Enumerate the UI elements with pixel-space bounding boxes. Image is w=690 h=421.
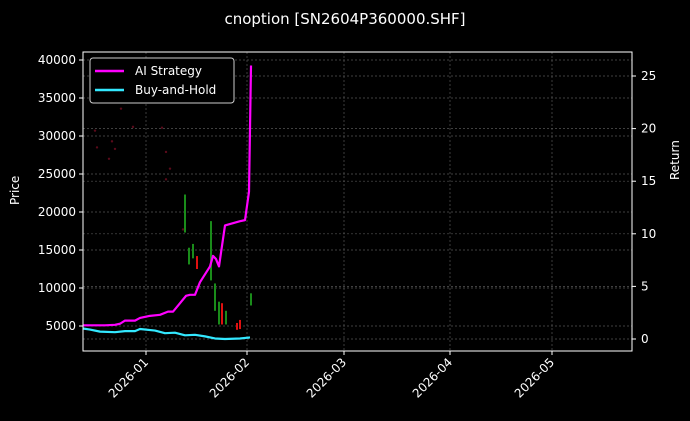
plot-frame (82, 51, 633, 352)
candle-bar (236, 322, 238, 330)
x-tick-label: 2026-03 (304, 355, 349, 400)
faint-marker (107, 157, 111, 160)
candle-bar (225, 310, 227, 325)
y-left-tick-label: 15000 (38, 243, 76, 257)
faint-marker (95, 146, 99, 149)
legend-box (89, 57, 235, 104)
y-axis-left-label: Price (8, 175, 22, 205)
legend: AI Strategy Buy-and-Hold (89, 57, 235, 104)
candle-bar (188, 247, 190, 265)
y-left-tick-label: 25000 (38, 167, 76, 181)
y-left-tick-label: 35000 (38, 91, 76, 105)
y-right-tick-label: 10 (641, 227, 656, 241)
candle-bar (221, 303, 223, 325)
candle-bar (210, 221, 212, 281)
grid-lines (83, 52, 632, 351)
legend-item-label: AI Strategy (135, 64, 202, 78)
x-tick-label: 2026-02 (207, 355, 252, 400)
chart-title: cnoption [SN2604P360000.SHF] (224, 10, 466, 28)
y-axis-right-label: Return (668, 140, 682, 180)
x-tick-label: 2026-04 (410, 355, 455, 400)
faint-marker (164, 178, 168, 181)
faint-marker (181, 228, 185, 231)
faint-marker (164, 150, 168, 154)
faint-marker (113, 147, 117, 151)
candle-bar (196, 256, 198, 269)
faint-marker (160, 126, 164, 129)
candle-bar (250, 293, 252, 306)
candle-bar (184, 194, 186, 233)
faint-marker (119, 107, 123, 110)
y-left-tick-label: 10000 (38, 281, 76, 295)
legend-item-label: Buy-and-Hold (135, 83, 216, 97)
candle-bar (192, 243, 194, 259)
ai-strategy-line (83, 65, 253, 327)
x-tick-label: 2026-01 (106, 355, 151, 400)
y-right-tick-label: 5 (641, 279, 649, 293)
buy-and-hold-line (82, 327, 251, 341)
candle-bar (214, 283, 216, 311)
faint-marker (93, 129, 97, 132)
candle-bar (218, 301, 220, 325)
y-left-tick-label: 5000 (45, 319, 76, 333)
x-tick-label: 2026-05 (512, 355, 557, 400)
faint-marker (110, 140, 114, 143)
faint-marker (131, 125, 135, 129)
faint-marker (168, 167, 172, 170)
y-left-tick-label: 40000 (38, 53, 76, 67)
y-right-tick-label: 0 (641, 332, 649, 346)
y-right-tick-label: 20 (641, 122, 656, 136)
candle-bar (239, 319, 241, 330)
y-left-tick-label: 30000 (38, 129, 76, 143)
y-right-tick-label: 15 (641, 174, 656, 188)
y-right-tick-label: 25 (641, 69, 656, 83)
y-left-tick-label: 20000 (38, 205, 76, 219)
